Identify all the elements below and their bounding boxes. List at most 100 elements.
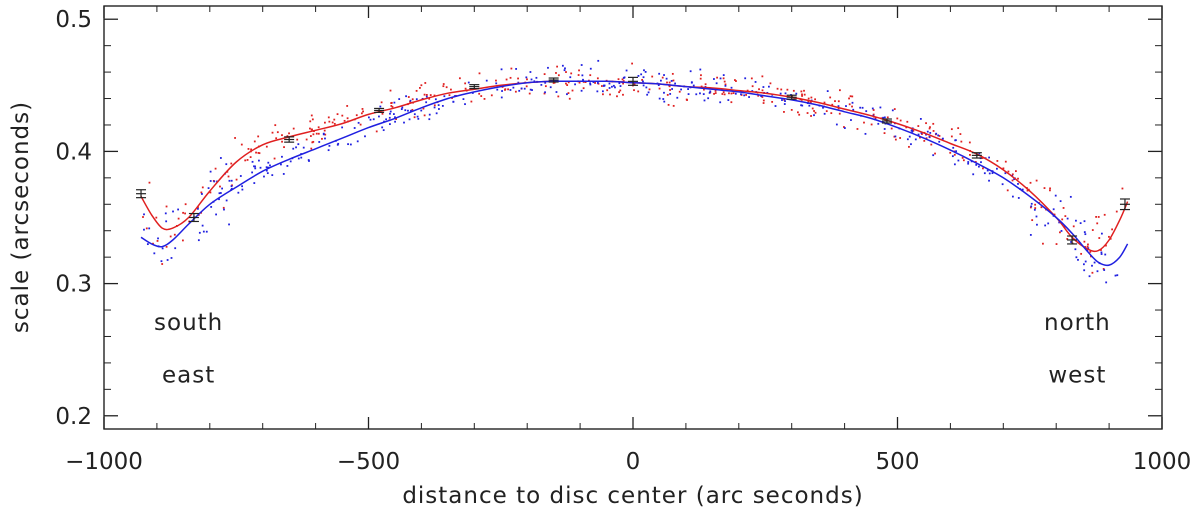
scatter-point	[564, 67, 566, 70]
scatter-point	[661, 76, 664, 79]
scatter-point	[263, 175, 265, 178]
scatter-point	[906, 138, 909, 141]
scatter-point	[391, 106, 394, 108]
scatter-point	[950, 135, 953, 138]
scatter-point	[237, 191, 240, 194]
scatter-point	[1097, 216, 1100, 218]
scatter-point	[762, 102, 765, 104]
scatter-point	[152, 242, 154, 245]
scatter-point	[882, 116, 884, 119]
scatter-point	[640, 73, 643, 76]
scatter-point	[1105, 244, 1107, 247]
scatter-point	[281, 140, 283, 143]
scatter-point	[378, 115, 380, 118]
scatter-point	[594, 82, 596, 84]
scatter-point	[1079, 222, 1082, 225]
scatter-point	[230, 187, 233, 190]
scatter-point	[555, 91, 558, 93]
x-axis-label: distance to disc center (arc seconds)	[402, 483, 863, 509]
scatter-point	[714, 92, 717, 94]
scatter-point	[1030, 205, 1033, 208]
scatter-point	[241, 185, 243, 188]
scatter-point	[848, 103, 851, 106]
scatter-point	[938, 135, 941, 137]
scatter-point	[288, 132, 290, 135]
scatter-point	[292, 147, 295, 150]
scatter-point	[910, 143, 912, 146]
scatter-point	[699, 92, 701, 95]
scatter-point	[317, 132, 320, 135]
scatter-point	[219, 157, 222, 159]
scatter-point	[156, 240, 159, 242]
scatter-point	[648, 88, 651, 91]
scatter-point	[761, 89, 764, 92]
scatter-point	[420, 109, 423, 112]
scatter-point	[967, 161, 970, 163]
scatter-point	[322, 132, 325, 135]
scatter-point	[274, 124, 277, 127]
scatter-point	[801, 95, 803, 97]
scatter-point	[699, 77, 702, 80]
scatter-point	[362, 110, 364, 113]
scatter-point	[622, 93, 624, 96]
scatter-point	[893, 108, 896, 110]
scatter-point	[1114, 274, 1117, 277]
scatter-point	[1098, 237, 1101, 239]
scatter-point	[286, 165, 289, 167]
scatter-point	[709, 90, 712, 93]
scatter-point	[781, 99, 783, 101]
scatter-point	[637, 74, 640, 77]
scatter-point	[834, 100, 836, 103]
scatter-point	[540, 83, 543, 86]
scatter-point	[380, 101, 383, 104]
scatter-point	[310, 114, 313, 117]
scatter-point	[405, 95, 407, 98]
scatter-point	[996, 167, 998, 170]
scatter-point	[663, 74, 665, 76]
scatter-point	[1074, 248, 1077, 251]
scatter-point	[714, 90, 717, 92]
scatter-point	[225, 163, 228, 166]
scatter-point	[937, 134, 940, 137]
scatter-point	[596, 77, 599, 80]
scatter-point	[687, 88, 689, 90]
scatter-point	[296, 138, 299, 141]
scatter-point	[495, 79, 497, 82]
scatter-point	[336, 113, 339, 116]
scatter-point	[674, 82, 677, 85]
scatter-point	[761, 75, 764, 78]
scatter-point	[142, 216, 144, 218]
scatter-point	[784, 92, 787, 95]
scatter-point	[1004, 172, 1007, 175]
scatter-point	[713, 78, 715, 80]
scatter-point	[528, 92, 531, 95]
scatter-point	[771, 100, 774, 103]
scatter-point	[309, 120, 312, 123]
scatter-point	[355, 114, 358, 117]
scatter-point	[1103, 213, 1106, 216]
scatter-point	[404, 109, 407, 112]
scatter-point	[719, 101, 722, 104]
scatter-point	[1080, 252, 1083, 255]
scatter-point	[835, 123, 838, 126]
scatter-point	[411, 108, 414, 111]
scatter-point	[324, 121, 326, 124]
scatter-point	[235, 178, 238, 181]
scatter-point	[566, 84, 569, 86]
scatter-point	[228, 223, 230, 226]
scatter-point	[420, 84, 423, 87]
scatter-point	[530, 78, 533, 81]
scatter-point	[813, 114, 815, 117]
scatter-point	[470, 100, 473, 103]
y-tick-label: 0.5	[55, 7, 92, 33]
scatter-point	[280, 163, 282, 166]
scatter-point	[721, 93, 724, 95]
scatter-point	[641, 78, 644, 81]
scatter-point	[826, 90, 829, 93]
x-tick-label: −1000	[65, 449, 143, 475]
scatter-point	[801, 104, 804, 107]
scatter-point	[703, 99, 706, 102]
scatter-point	[872, 109, 875, 111]
scatter-point	[311, 128, 313, 131]
